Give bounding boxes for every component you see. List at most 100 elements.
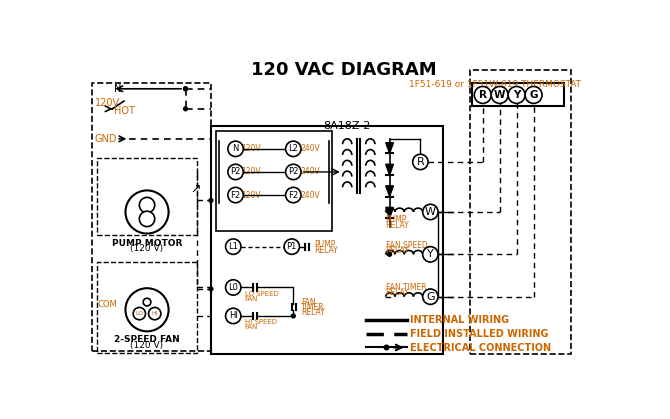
- Bar: [470, 70, 571, 354]
- Text: RELAY: RELAY: [314, 246, 338, 255]
- Circle shape: [184, 87, 188, 91]
- Circle shape: [184, 87, 188, 91]
- Text: Y: Y: [513, 90, 521, 100]
- Text: L0: L0: [228, 283, 239, 292]
- Text: LO: LO: [135, 311, 143, 316]
- Circle shape: [384, 345, 389, 350]
- Text: (120 V): (120 V): [131, 244, 163, 253]
- Bar: [211, 126, 444, 354]
- Text: N: N: [114, 84, 121, 94]
- Polygon shape: [386, 186, 393, 197]
- Circle shape: [143, 298, 151, 306]
- Bar: [92, 83, 211, 351]
- Text: P1: P1: [287, 242, 297, 251]
- Text: W: W: [494, 90, 505, 100]
- Text: PUMP: PUMP: [386, 215, 407, 224]
- Text: R: R: [479, 90, 486, 100]
- Circle shape: [291, 314, 295, 318]
- Text: 120V: 120V: [241, 191, 261, 199]
- Circle shape: [226, 239, 241, 254]
- Text: 120V: 120V: [241, 144, 261, 153]
- Text: 240V: 240V: [300, 191, 320, 199]
- Circle shape: [388, 252, 391, 256]
- Circle shape: [228, 141, 243, 157]
- Text: INTERNAL WIRING: INTERNAL WIRING: [410, 315, 509, 325]
- Text: HI SPEED: HI SPEED: [245, 319, 277, 325]
- Circle shape: [423, 289, 438, 304]
- Circle shape: [423, 204, 438, 220]
- Text: COM: COM: [98, 300, 117, 309]
- Circle shape: [228, 164, 243, 180]
- Circle shape: [226, 280, 241, 295]
- Circle shape: [149, 308, 161, 320]
- Text: RELAY: RELAY: [386, 288, 409, 297]
- Circle shape: [209, 287, 213, 291]
- Text: FAN TIMER: FAN TIMER: [386, 283, 426, 292]
- Circle shape: [491, 86, 508, 103]
- Circle shape: [285, 187, 301, 203]
- Text: F2: F2: [288, 191, 298, 199]
- Circle shape: [226, 308, 241, 323]
- Text: LO SPEED: LO SPEED: [245, 291, 279, 297]
- Text: 2-SPEED FAN: 2-SPEED FAN: [114, 335, 180, 344]
- Text: GND: GND: [94, 134, 117, 144]
- Circle shape: [413, 154, 428, 170]
- Bar: [216, 131, 332, 231]
- Text: FAN: FAN: [301, 297, 316, 307]
- Text: FAN SPEED: FAN SPEED: [386, 241, 427, 250]
- Circle shape: [209, 199, 213, 202]
- Circle shape: [184, 107, 188, 111]
- Text: FAN: FAN: [245, 324, 258, 331]
- Text: ELECTRICAL CONNECTION: ELECTRICAL CONNECTION: [410, 342, 551, 352]
- Polygon shape: [386, 207, 393, 218]
- Polygon shape: [386, 164, 393, 175]
- Text: F2: F2: [230, 191, 241, 199]
- Text: 8A18Z-2: 8A18Z-2: [324, 121, 371, 131]
- Circle shape: [525, 86, 542, 103]
- Text: N: N: [232, 144, 239, 153]
- Text: HI: HI: [229, 311, 238, 321]
- Text: P2: P2: [230, 168, 241, 176]
- Text: 240V: 240V: [300, 168, 320, 176]
- Text: 240V: 240V: [300, 144, 320, 153]
- Text: HI: HI: [151, 311, 158, 316]
- Text: G: G: [529, 90, 538, 100]
- Text: G: G: [426, 292, 435, 302]
- Text: PUMP: PUMP: [314, 240, 336, 249]
- Text: RELAY: RELAY: [386, 246, 409, 255]
- Text: PUMP MOTOR: PUMP MOTOR: [112, 239, 182, 248]
- Circle shape: [133, 308, 145, 320]
- Text: 120 VAC DIAGRAM: 120 VAC DIAGRAM: [251, 61, 436, 79]
- Polygon shape: [386, 143, 393, 153]
- Text: Y: Y: [427, 249, 433, 259]
- Text: P2: P2: [288, 168, 299, 176]
- Bar: [97, 262, 197, 353]
- Circle shape: [423, 247, 438, 262]
- Bar: [97, 158, 197, 235]
- Text: HOT: HOT: [114, 106, 135, 116]
- Text: L2: L2: [288, 144, 298, 153]
- Text: TIMER: TIMER: [301, 303, 325, 312]
- Circle shape: [508, 86, 525, 103]
- Text: RELAY: RELAY: [301, 308, 325, 317]
- Text: W: W: [425, 207, 436, 217]
- Circle shape: [125, 190, 169, 233]
- Circle shape: [139, 211, 155, 227]
- Text: L1: L1: [228, 242, 239, 251]
- Text: 120V: 120V: [94, 98, 120, 108]
- Text: RELAY: RELAY: [386, 220, 409, 230]
- Circle shape: [285, 141, 301, 157]
- Text: R: R: [417, 157, 424, 167]
- Text: 120V: 120V: [241, 168, 261, 176]
- Circle shape: [125, 288, 169, 331]
- Bar: [472, 83, 564, 106]
- Circle shape: [228, 187, 243, 203]
- Text: (120 V): (120 V): [131, 341, 163, 349]
- Circle shape: [285, 164, 301, 180]
- Circle shape: [284, 239, 299, 254]
- Text: ↗: ↗: [190, 182, 201, 195]
- Circle shape: [139, 197, 155, 213]
- Text: 1F51-619 or 1F51W-619 THERMOSTAT: 1F51-619 or 1F51W-619 THERMOSTAT: [409, 80, 581, 88]
- Circle shape: [474, 86, 491, 103]
- Text: FIELD INSTALLED WIRING: FIELD INSTALLED WIRING: [410, 328, 549, 339]
